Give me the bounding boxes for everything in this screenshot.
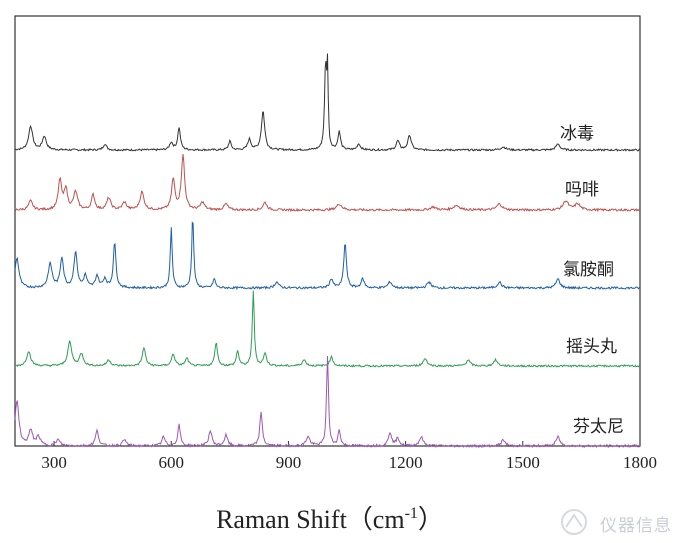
spectrum-line [14, 355, 641, 449]
spectrum-line [14, 53, 641, 152]
x-tick-label: 1500 [506, 453, 540, 472]
x-axis-title: Raman Shift（cm-1） [216, 505, 444, 534]
plot-frame [14, 15, 641, 447]
x-axis-ticks: 300 600 900 1200 1500 1800 [41, 441, 657, 472]
series-label: 摇头丸 [566, 337, 617, 357]
series-label: 芬太尼 [573, 417, 624, 437]
spectrum-line [14, 153, 641, 213]
x-tick-label: 1800 [623, 453, 657, 472]
spectrum-line [14, 290, 641, 368]
spectra-group [14, 53, 641, 449]
x-tick-label: 300 [41, 453, 67, 472]
series-label: 氯胺酮 [563, 260, 614, 280]
spectrum-line [14, 221, 641, 291]
x-tick-label: 600 [159, 453, 185, 472]
watermark: 仪器信息 [556, 507, 676, 537]
watermark-text: 仪器信息 [600, 516, 672, 536]
x-tick-label: 900 [276, 453, 302, 472]
x-tick-label: 1200 [389, 453, 423, 472]
series-label: 冰毒 [560, 124, 594, 144]
series-label: 吗啡 [565, 180, 599, 200]
watermark-logo-icon [561, 509, 587, 535]
